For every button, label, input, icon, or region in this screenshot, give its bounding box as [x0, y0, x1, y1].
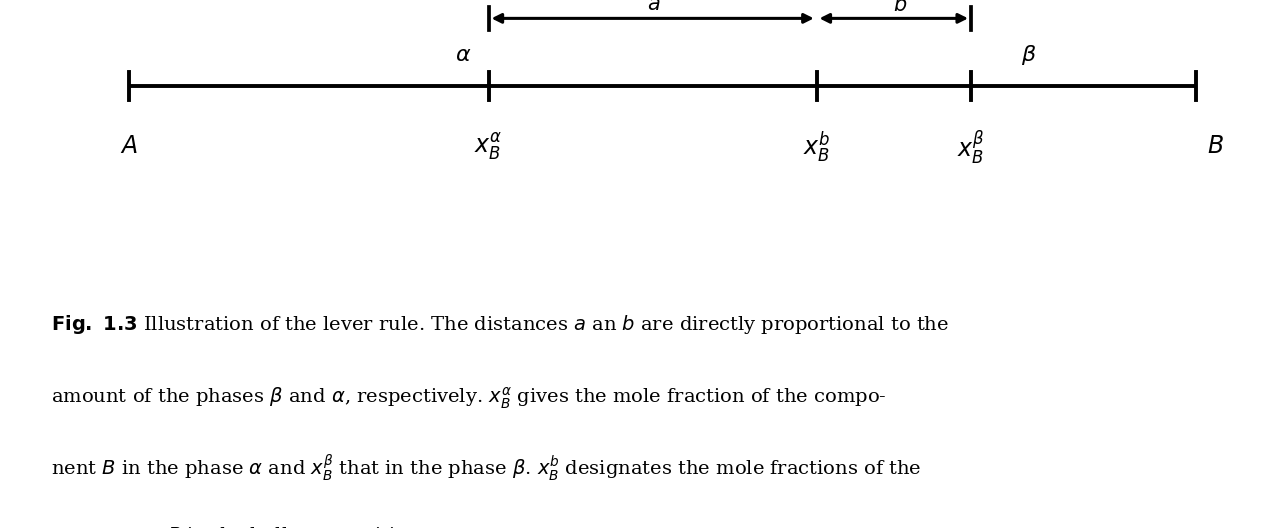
- Text: $x_B^{\alpha}$: $x_B^{\alpha}$: [475, 131, 503, 163]
- Text: $\alpha$: $\alpha$: [455, 44, 471, 66]
- Text: nent $B$ in the phase $\alpha$ and $x_B^{\beta}$ that in the phase $\beta$. $x_B: nent $B$ in the phase $\alpha$ and $x_B^…: [51, 452, 922, 483]
- Text: $a$: $a$: [647, 0, 660, 14]
- Text: $b$: $b$: [892, 0, 908, 15]
- Text: component $B$ in the bulk composition.: component $B$ in the bulk composition.: [51, 525, 426, 528]
- Text: $B$: $B$: [1206, 136, 1224, 158]
- Text: $\mathbf{Fig.\ 1.3}$ Illustration of the lever rule. The distances $a$ an $b$ ar: $\mathbf{Fig.\ 1.3}$ Illustration of the…: [51, 313, 949, 336]
- Text: $x_B^{b}$: $x_B^{b}$: [802, 129, 831, 165]
- Text: $x_B^{\beta}$: $x_B^{\beta}$: [957, 128, 985, 166]
- Text: $\beta$: $\beta$: [1021, 43, 1037, 67]
- Text: $A$: $A$: [120, 136, 138, 158]
- Text: amount of the phases $\beta$ and $\alpha$, respectively. $x_B^{\alpha}$ gives th: amount of the phases $\beta$ and $\alpha…: [51, 386, 887, 411]
